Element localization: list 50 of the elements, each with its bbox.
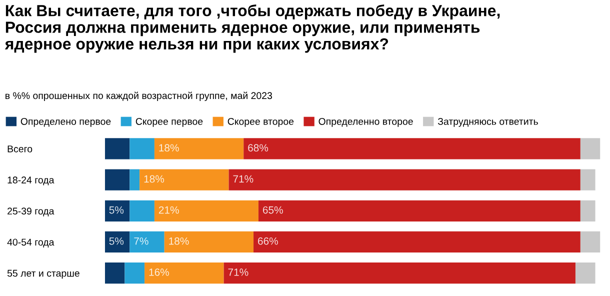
bar xyxy=(244,138,580,160)
bar xyxy=(228,169,580,190)
bar xyxy=(224,262,576,284)
bar xyxy=(580,138,600,160)
data-label: 68% xyxy=(248,144,268,152)
bar xyxy=(104,138,130,160)
data-label: 65% xyxy=(262,206,283,214)
data-label: 5% xyxy=(109,237,124,245)
data-label: 71% xyxy=(228,268,248,276)
data-label: 71% xyxy=(233,175,254,183)
legend-label: Определено первое xyxy=(20,118,111,127)
bar xyxy=(164,231,254,253)
data-label: 5% xyxy=(109,206,124,214)
bar xyxy=(580,169,596,190)
bar xyxy=(104,169,130,190)
bar xyxy=(104,262,125,284)
bar xyxy=(104,200,130,222)
y-tick-label: Всего xyxy=(8,146,32,152)
legend-label: Определенно второе xyxy=(318,118,413,127)
data-label: 21% xyxy=(158,206,179,214)
y-tick-label: 25-39 года xyxy=(8,208,54,216)
y-tick-label: 18-24 года xyxy=(8,176,54,186)
bar xyxy=(575,262,596,284)
bar xyxy=(144,262,224,284)
bar xyxy=(140,169,229,190)
bar xyxy=(130,200,154,222)
bar xyxy=(580,200,596,222)
chart-subtitle: в %% опрошенных по каждой возрастной группе, май 2023 xyxy=(6,92,272,101)
bar xyxy=(104,231,130,253)
y-tick-label: 40-54 года xyxy=(7,238,54,248)
bar xyxy=(580,231,600,253)
data-label: 66% xyxy=(258,237,278,245)
bar xyxy=(124,262,145,284)
bar xyxy=(258,200,580,222)
bar xyxy=(154,138,244,160)
chart-title: Как Вы считаете, для того ,чтобы одержать победу в Украине, Россия должна применить ядерное оружие, или применять ядерное оружие нельзя ни при каких условиях? xyxy=(4,4,500,53)
bar xyxy=(130,138,154,160)
data-label: 18% xyxy=(159,144,179,152)
bar xyxy=(130,169,140,190)
legend-label: Скорее первое xyxy=(136,118,203,127)
y-tick-label: 55 лет и старше xyxy=(7,270,80,279)
legend-label: Скорее второе xyxy=(228,118,294,127)
bar xyxy=(130,231,164,253)
legend-label: Затрудняюсь ответить xyxy=(438,118,538,127)
data-label: 7% xyxy=(134,237,148,245)
bar xyxy=(154,200,258,222)
data-label: 16% xyxy=(149,268,169,276)
bar xyxy=(254,231,580,253)
data-label: 18% xyxy=(144,175,164,183)
data-label: 18% xyxy=(169,237,189,245)
